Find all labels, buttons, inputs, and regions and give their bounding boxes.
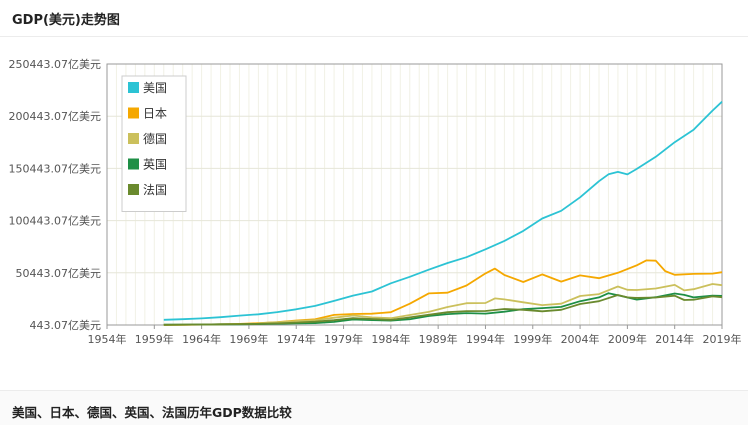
- legend-label: 法国: [143, 183, 167, 197]
- y-tick-label: 100443.07亿美元: [9, 215, 102, 228]
- legend-swatch: [128, 184, 139, 195]
- x-tick-label: 2009年: [608, 332, 647, 346]
- series-lines: [163, 101, 723, 326]
- legend-label: 日本: [143, 107, 167, 121]
- x-tick-label: 1964年: [182, 332, 221, 346]
- x-tick-label: 1994年: [466, 332, 505, 346]
- x-tick-label: 1969年: [229, 332, 268, 346]
- x-tick-label: 1989年: [419, 332, 458, 346]
- series-line-德国: [258, 283, 723, 325]
- plot-area-frame: [106, 63, 723, 326]
- legend-swatch: [128, 158, 139, 170]
- y-tick-label: 250443.07亿美元: [9, 58, 102, 71]
- series-line-美国: [163, 101, 723, 321]
- legend-swatch: [128, 82, 139, 93]
- x-tick-label: 2019年: [703, 332, 742, 346]
- series-line-法国: [163, 294, 723, 326]
- y-tick-label: 200443.07亿美元: [9, 110, 102, 123]
- x-tick-label: 1959年: [135, 332, 174, 346]
- x-tick-label: 1954年: [88, 332, 127, 346]
- chart-header: GDP(美元)走势图: [0, 0, 748, 37]
- chart-footer: 美国、日本、德国、英国、法国历年GDP数据比较: [0, 390, 748, 425]
- y-tick-label: 50443.07亿美元: [16, 267, 102, 280]
- grid-lines: [106, 63, 723, 326]
- legend-label: 英国: [143, 158, 167, 172]
- x-tick-label: 1999年: [513, 332, 552, 346]
- y-tick-label: 443.07亿美元: [30, 319, 102, 332]
- x-tick-label: 2014年: [655, 332, 694, 346]
- legend-label: 德国: [143, 131, 167, 146]
- gdp-line-chart: 443.07亿美元 50443.07亿美元 100443.07亿美元 150443.0…: [9, 58, 742, 346]
- page-title: GDP(美元)走势图: [12, 13, 120, 28]
- x-tick-label: 1974年: [277, 332, 316, 346]
- x-tick-label: 1979年: [324, 332, 363, 346]
- legend-label: 美国: [143, 81, 167, 95]
- legend-swatch: [128, 107, 139, 119]
- x-tick-label: 1984年: [371, 332, 410, 346]
- chart-caption: 美国、日本、德国、英国、法国历年GDP数据比较: [12, 405, 292, 420]
- legend-swatch: [128, 133, 139, 144]
- y-tick-label: 150443.07亿美元: [9, 162, 102, 175]
- x-tick-label: 2004年: [561, 332, 600, 346]
- x-axis-ticks: 1954年 1959年 1964年 1969年 1974年 1979年 1984年 1989年…: [88, 325, 742, 346]
- y-axis-ticks: 443.07亿美元 50443.07亿美元 100443.07亿美元 150443.0…: [9, 58, 102, 332]
